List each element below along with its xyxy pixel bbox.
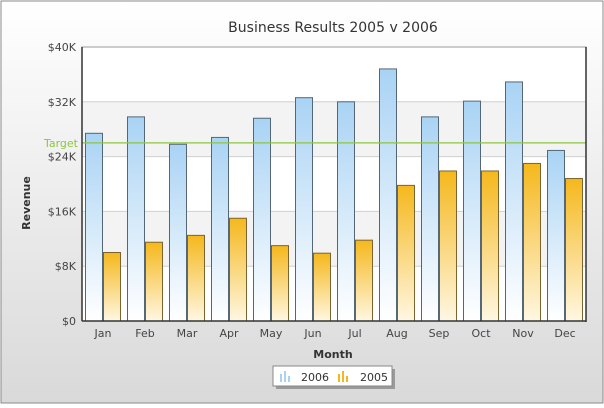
bar-2005-Feb — [145, 241, 163, 322]
x-tick-label: Jul — [347, 327, 361, 340]
plot-background — [82, 47, 586, 321]
grid-band — [82, 101, 586, 157]
bar-2006-Apr — [211, 136, 229, 322]
x-tick-label: Jun — [303, 327, 321, 340]
target-label: Target — [43, 137, 79, 150]
legend-icon-2006 — [280, 371, 290, 382]
bar-2005-Oct — [481, 170, 499, 322]
y-tick-label: $24K — [48, 151, 77, 164]
legend-label-2006: 2006 — [301, 371, 329, 384]
bar-2006-Feb — [127, 116, 145, 322]
x-tick-label: May — [260, 327, 283, 340]
x-tick-label: Apr — [219, 327, 239, 340]
y-tick-label: $32K — [48, 96, 77, 109]
bar-2005-Sep — [439, 170, 457, 322]
x-axis-title: Month — [313, 348, 352, 361]
x-tick-label: Jan — [94, 327, 112, 340]
bar-2005-Dec — [565, 178, 583, 322]
y-tick-label: $40K — [48, 41, 77, 54]
y-axis-title: Revenue — [20, 176, 33, 230]
bar-2006-Dec — [547, 149, 565, 322]
bar-2006-Oct — [463, 100, 481, 322]
y-tick-label: $0 — [62, 315, 76, 328]
y-tick-label: $8K — [55, 260, 77, 273]
x-tick-label: Oct — [471, 327, 491, 340]
bar-2005-Apr — [229, 217, 247, 322]
bar-2005-Mar — [187, 234, 205, 322]
x-tick-label: Mar — [177, 327, 198, 340]
bar-2006-Nov — [505, 81, 523, 322]
bar-2005-Nov — [523, 162, 541, 322]
bar-2006-Mar — [169, 143, 187, 322]
plot-area: $0 $8K $16K $24K $32K $40K Jan Feb Mar Apr May Jun J… — [43, 41, 587, 340]
bar-2005-Jan — [103, 252, 121, 322]
bar-2006-Jun — [295, 97, 313, 322]
legend-label-2005: 2005 — [360, 371, 388, 384]
x-tick-label: Nov — [512, 327, 534, 340]
bar-2005-Jun — [313, 252, 331, 322]
bar-2006-Aug — [379, 68, 397, 322]
x-tick-label: Sep — [429, 327, 450, 340]
legend: 2006 2005 — [272, 365, 395, 389]
bar-2005-May — [271, 245, 289, 322]
bar-2005-Jul — [355, 239, 373, 322]
bar-2006-May — [253, 117, 271, 322]
x-tick-label: Feb — [135, 327, 154, 340]
y-tick-label: $16K — [48, 205, 77, 218]
bar-2005-Aug — [397, 184, 415, 322]
grid-band — [82, 211, 586, 267]
bar-2006-Jan — [85, 132, 103, 322]
x-tick-label: Dec — [554, 327, 575, 340]
x-tick-label: Aug — [386, 327, 407, 340]
chart-title: Business Results 2005 v 2006 — [228, 20, 438, 36]
bar-2006-Jul — [337, 101, 355, 322]
bar-2006-Sep — [421, 116, 439, 322]
legend-icon-2005 — [338, 371, 348, 382]
legend-box — [272, 365, 393, 387]
